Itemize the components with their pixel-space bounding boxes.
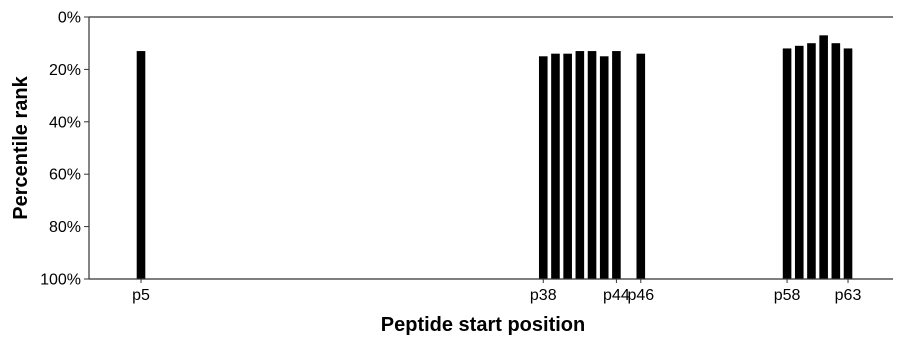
x-tick-label-p5: p5	[132, 287, 150, 304]
bar-p62	[831, 43, 841, 280]
bar-p44	[612, 51, 621, 280]
bar-p61	[819, 35, 828, 280]
bars-layer	[136, 35, 853, 280]
bar-p63	[843, 48, 853, 279]
bar-p5	[136, 51, 146, 280]
x-tick-label-p63: p63	[835, 287, 862, 304]
y-tick-label: 60%	[49, 167, 81, 184]
y-tick-label: 80%	[49, 219, 81, 236]
x-tick-label-p46: p46	[627, 287, 654, 304]
axes-layer	[88, 16, 893, 280]
bar-p60	[807, 43, 816, 280]
y-ticks: 0% 20% 40% 60% 80% 100%	[40, 10, 89, 289]
x-tick-label-p58: p58	[774, 287, 801, 304]
y-tick-label: 0%	[58, 10, 81, 27]
bar-p42	[587, 51, 597, 280]
y-tick-label: 20%	[49, 62, 81, 79]
bar-p41	[575, 51, 585, 280]
y-tick-label: 40%	[49, 114, 81, 131]
x-tick-label-p38: p38	[530, 287, 557, 304]
bar-p46	[636, 53, 646, 280]
x-axis-title: Peptide start position	[381, 314, 585, 336]
y-axis-title: Percentile rank	[10, 75, 32, 219]
bar-p39	[551, 53, 560, 280]
x-tick-label-p44: p44	[603, 287, 630, 304]
bar-p43	[599, 56, 609, 279]
y-tick-label: 100%	[40, 272, 81, 289]
bar-p38	[538, 56, 548, 279]
bar-p40	[563, 53, 572, 280]
bar-p59	[794, 45, 804, 279]
bar-p58	[782, 48, 792, 279]
